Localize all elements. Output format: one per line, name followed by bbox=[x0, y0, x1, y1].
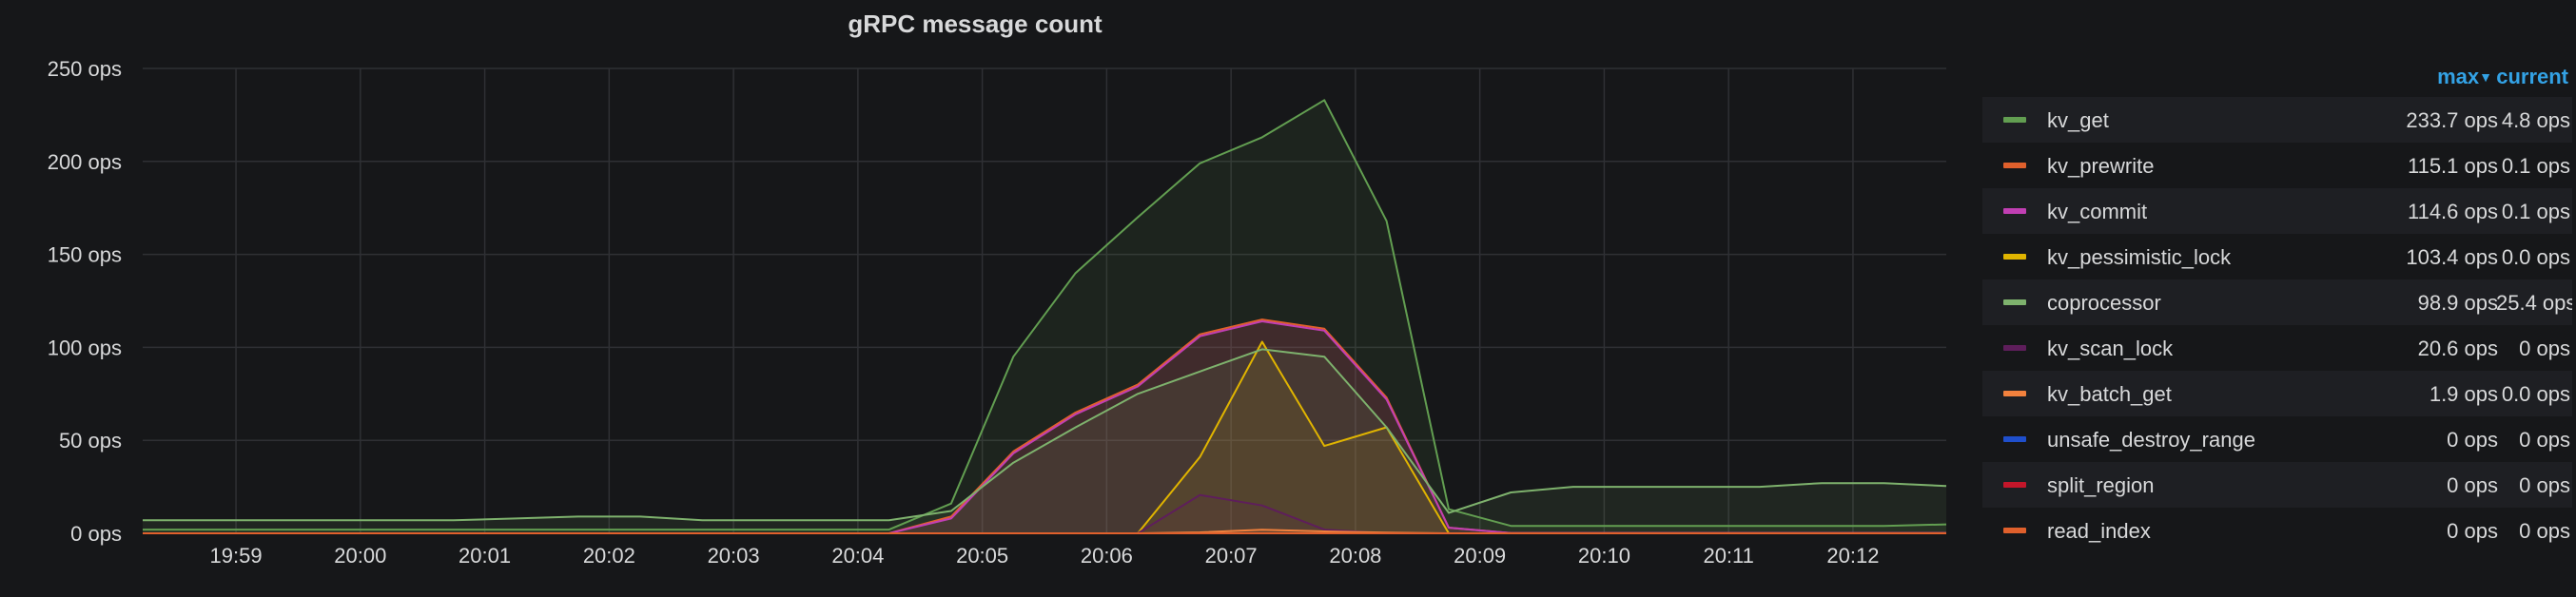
legend-row-coprocessor[interactable]: coprocessor 98.9 ops 25.4 ops bbox=[1982, 279, 2572, 325]
legend-max-value: 20.6 ops bbox=[2417, 337, 2498, 360]
legend-series-name[interactable]: kv_get bbox=[2047, 108, 2109, 132]
series-area-kv_prewrite bbox=[143, 319, 1946, 533]
series-line-coprocessor[interactable] bbox=[143, 348, 1947, 522]
legend-swatch[interactable] bbox=[2003, 163, 2026, 168]
legend-current-header[interactable]: current bbox=[2496, 65, 2568, 88]
x-tick-label: 20:09 bbox=[1454, 544, 1506, 568]
legend-current-value: 25.4 ops bbox=[2496, 291, 2572, 315]
legend-row-kv_prewrite[interactable]: kv_prewrite 115.1 ops 0.1 ops bbox=[1982, 143, 2572, 188]
y-tick-label: 150 ops bbox=[48, 243, 122, 267]
legend-header: max▼ current bbox=[1982, 59, 2572, 97]
legend-max-value: 0 ops bbox=[2447, 473, 2498, 497]
legend-row-unsafe_destroy_range[interactable]: unsafe_destroy_range 0 ops 0 ops bbox=[1982, 416, 2572, 462]
series-areas bbox=[143, 100, 1946, 534]
x-tick-label: 20:06 bbox=[1081, 544, 1133, 568]
legend-row-read_index[interactable]: read_index 0 ops 0 ops bbox=[1982, 508, 2572, 553]
legend-swatch[interactable] bbox=[2003, 482, 2026, 488]
x-tick-label: 20:10 bbox=[1578, 544, 1630, 568]
x-tick-label: 20:04 bbox=[831, 544, 884, 568]
series-area-coprocessor bbox=[143, 349, 1946, 533]
legend-max-value: 0 ops bbox=[2447, 428, 2498, 452]
legend-series-name[interactable]: kv_scan_lock bbox=[2047, 337, 2174, 360]
x-tick-label: 20:05 bbox=[956, 544, 1008, 568]
legend-row-kv_commit[interactable]: kv_commit 114.6 ops 0.1 ops bbox=[1982, 188, 2572, 234]
legend-swatch[interactable] bbox=[2003, 528, 2026, 533]
x-axis: 19:59 20:00 20:01 20:02 20:03 20:04 20:05 20:06… bbox=[210, 544, 1880, 568]
y-tick-label: 50 ops bbox=[59, 429, 122, 453]
legend-series-name[interactable]: split_region bbox=[2047, 473, 2155, 497]
legend-current-value: 0 ops bbox=[2519, 428, 2570, 452]
series-line-kv_get[interactable] bbox=[143, 99, 1947, 531]
legend-rows: kv_get 233.7 ops 4.8 ops kv_prewrite 115.1 o… bbox=[1982, 97, 2572, 553]
legend-row-kv_batch_get[interactable]: kv_batch_get 1.9 ops 0.0 ops bbox=[1982, 371, 2572, 416]
x-tick-label: 19:59 bbox=[210, 544, 263, 568]
legend-swatch[interactable] bbox=[2003, 299, 2026, 305]
legend-current-value: 0.0 ops bbox=[2501, 382, 2570, 406]
legend-series-name[interactable]: kv_pessimistic_lock bbox=[2047, 245, 2232, 269]
grid bbox=[143, 67, 1946, 534]
legend-current-value: 0.0 ops bbox=[2501, 245, 2570, 269]
x-tick-label: 20:02 bbox=[583, 544, 635, 568]
legend-swatch[interactable] bbox=[2003, 436, 2026, 442]
legend-max-value: 233.7 ops bbox=[2406, 108, 2498, 132]
legend-swatch[interactable] bbox=[2003, 208, 2026, 214]
series-area-kv_commit bbox=[143, 321, 1946, 533]
legend-max-value: 0 ops bbox=[2447, 519, 2498, 543]
legend-series-name[interactable]: unsafe_destroy_range bbox=[2047, 428, 2255, 452]
legend-swatch[interactable] bbox=[2003, 254, 2026, 260]
legend-max-value: 1.9 ops bbox=[2429, 382, 2498, 406]
legend-row-kv_pessimistic_lock[interactable]: kv_pessimistic_lock 103.4 ops 0.0 ops bbox=[1982, 234, 2572, 279]
legend-series-name[interactable]: kv_commit bbox=[2047, 200, 2148, 223]
legend-max-value: 103.4 ops bbox=[2406, 245, 2498, 269]
x-tick-label: 20:08 bbox=[1329, 544, 1381, 568]
legend-max-header[interactable]: max▼ bbox=[2359, 65, 2492, 89]
legend-swatch[interactable] bbox=[2003, 345, 2026, 351]
x-tick-label: 20:12 bbox=[1826, 544, 1879, 568]
series-area-kv_get bbox=[143, 100, 1946, 534]
legend-row-kv_scan_lock[interactable]: kv_scan_lock 20.6 ops 0 ops bbox=[1982, 325, 2572, 371]
legend-current-value: 0 ops bbox=[2519, 519, 2570, 543]
x-tick-label: 20:01 bbox=[459, 544, 511, 568]
legend-max-label: max bbox=[2437, 65, 2480, 88]
legend-swatch[interactable] bbox=[2003, 117, 2026, 123]
y-tick-label: 0 ops bbox=[70, 522, 122, 546]
legend-row-split_region[interactable]: split_region 0 ops 0 ops bbox=[1982, 462, 2572, 508]
legend-current-value: 0 ops bbox=[2519, 337, 2570, 360]
caret-down-icon: ▼ bbox=[2479, 69, 2492, 85]
legend-current-value: 0 ops bbox=[2519, 473, 2570, 497]
legend-series-name[interactable]: kv_prewrite bbox=[2047, 154, 2155, 178]
legend-series-name[interactable]: read_index bbox=[2047, 519, 2151, 543]
panel-title[interactable]: gRPC message count bbox=[848, 10, 1103, 38]
legend-current-value: 0.1 ops bbox=[2501, 200, 2570, 223]
legend-series-name[interactable]: coprocessor bbox=[2047, 291, 2161, 315]
x-tick-label: 20:00 bbox=[334, 544, 386, 568]
series-lines bbox=[143, 99, 1947, 534]
y-axis: 0 ops 50 ops 100 ops 150 ops 200 ops 250 ops bbox=[48, 57, 122, 546]
legend-row-kv_get[interactable]: kv_get 233.7 ops 4.8 ops bbox=[1982, 97, 2572, 143]
legend-swatch[interactable] bbox=[2003, 391, 2026, 396]
legend-current-value: 4.8 ops bbox=[2501, 108, 2570, 132]
y-tick-label: 100 ops bbox=[48, 336, 122, 359]
y-tick-label: 200 ops bbox=[48, 150, 122, 174]
legend-table: max▼ current kv_get 233.7 ops 4.8 ops kv_pr… bbox=[1982, 59, 2572, 587]
x-tick-label: 20:03 bbox=[708, 544, 760, 568]
x-tick-label: 20:07 bbox=[1205, 544, 1258, 568]
legend-max-value: 114.6 ops bbox=[2407, 200, 2498, 223]
legend-series-name[interactable]: kv_batch_get bbox=[2047, 382, 2172, 406]
legend-max-value: 115.1 ops bbox=[2407, 154, 2498, 178]
x-tick-label: 20:11 bbox=[1703, 544, 1753, 568]
y-tick-label: 250 ops bbox=[48, 57, 122, 81]
legend-current-value: 0.1 ops bbox=[2501, 154, 2570, 178]
legend-max-value: 98.9 ops bbox=[2417, 291, 2498, 315]
